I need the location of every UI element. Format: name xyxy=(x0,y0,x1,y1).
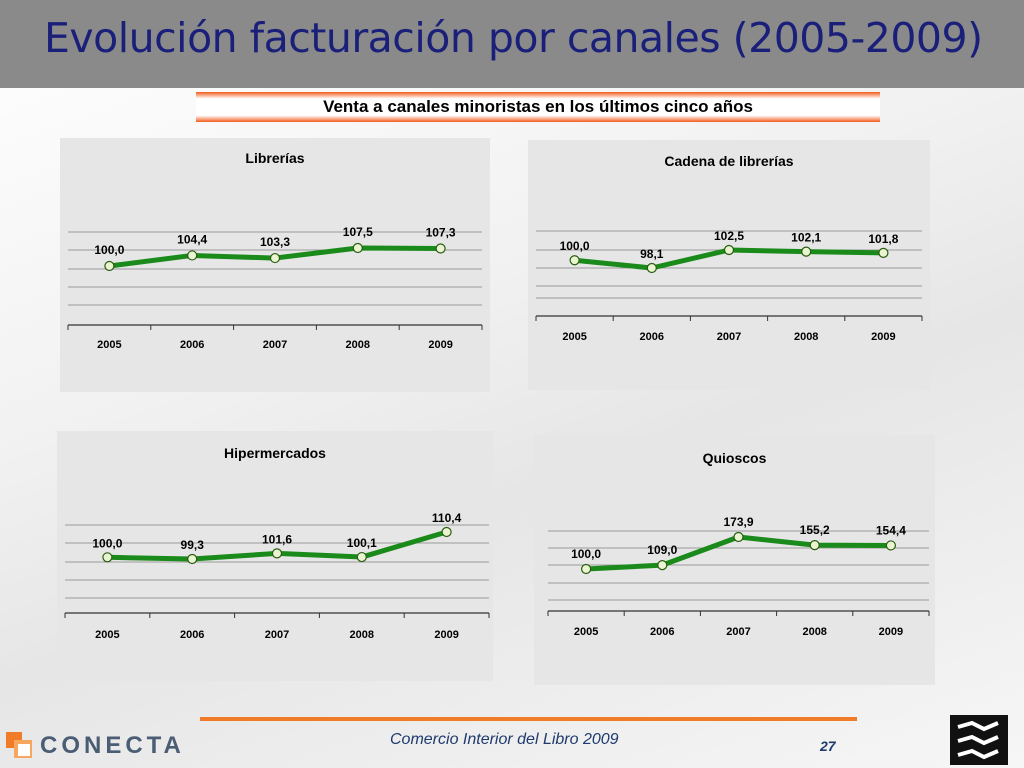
data-label: 107,3 xyxy=(426,225,456,239)
data-point xyxy=(657,560,668,571)
chart-title: Librerías xyxy=(245,150,305,166)
footer-text: Comercio Interior del Libro 2009 xyxy=(390,731,619,748)
x-tick-label: 2006 xyxy=(180,339,204,351)
data-label: 109,0 xyxy=(647,543,677,557)
data-point xyxy=(104,260,115,272)
data-label: 104,4 xyxy=(177,232,207,246)
data-label: 100,0 xyxy=(92,536,122,550)
logo-text: CONECTA xyxy=(40,732,185,759)
data-label: 154,4 xyxy=(876,523,906,537)
data-point xyxy=(885,540,896,551)
data-point xyxy=(269,252,281,264)
x-tick-label: 2005 xyxy=(574,626,598,638)
data-point xyxy=(441,526,452,538)
x-tick-label: 2008 xyxy=(350,629,374,641)
data-label: 102,1 xyxy=(791,231,821,245)
data-point xyxy=(356,551,367,563)
chart-panel-librerias: Librerías 100,0 2005 104,4 2006 103,3 2007 107… xyxy=(60,138,490,392)
x-tick-label: 2008 xyxy=(346,339,370,351)
chart-svg: 100,0 2005 109,0 2006 173,9 2007 155,2 2008 154,… xyxy=(547,515,930,638)
x-tick-label: 2008 xyxy=(794,331,818,343)
footer-divider xyxy=(200,717,857,721)
x-tick-label: 2006 xyxy=(180,629,204,641)
data-point xyxy=(809,539,820,551)
data-point xyxy=(352,242,363,254)
x-tick-label: 2009 xyxy=(871,331,895,343)
header-bar: Evolución facturación por canales (2005-… xyxy=(0,0,1024,88)
chart-title: Quioscos xyxy=(702,450,767,466)
x-tick-label: 2007 xyxy=(717,331,741,343)
chart-panel-hipermercados: Hipermercados 100,0 2005 99,3 2006 101,6 2007… xyxy=(57,431,493,681)
data-point xyxy=(580,563,592,575)
data-label: 99,3 xyxy=(181,538,205,552)
data-label: 100,0 xyxy=(560,239,590,253)
x-tick-label: 2006 xyxy=(640,331,664,343)
data-label: 100,0 xyxy=(94,243,124,257)
data-label: 103,3 xyxy=(260,235,290,249)
x-tick-label: 2007 xyxy=(265,629,289,641)
publisher-logo-icon xyxy=(950,715,1008,765)
data-label: 173,9 xyxy=(723,515,753,529)
page-title: Evolución facturación por canales (2005-… xyxy=(44,14,983,62)
data-point xyxy=(435,243,446,254)
chart-panel-cadena: Cadena de librerías 100,0 2005 98,1 2006 102… xyxy=(528,140,930,390)
data-label: 101,6 xyxy=(262,532,292,546)
x-tick-label: 2007 xyxy=(726,626,750,638)
x-tick-label: 2005 xyxy=(562,331,586,343)
chart-title: Hipermercados xyxy=(224,445,326,461)
data-point xyxy=(102,552,113,563)
data-label: 110,4 xyxy=(432,511,462,525)
data-label: 100,0 xyxy=(571,547,601,561)
conecta-logo-icon xyxy=(6,732,32,758)
x-tick-label: 2006 xyxy=(650,626,674,638)
data-label: 101,8 xyxy=(868,232,898,246)
data-point xyxy=(733,531,744,543)
data-label: 107,5 xyxy=(343,225,373,239)
chart-svg: 100,0 2005 98,1 2006 102,5 2007 102,1 2008 101,8… xyxy=(535,229,923,343)
data-point xyxy=(187,553,198,565)
subtitle-banner: Venta a canales minoristas en los último… xyxy=(196,92,880,122)
data-label: 102,5 xyxy=(714,229,744,243)
subtitle-text: Venta a canales minoristas en los último… xyxy=(323,97,753,116)
data-point xyxy=(878,247,889,258)
data-point xyxy=(271,548,283,559)
data-label: 155,2 xyxy=(800,523,830,537)
x-tick-label: 2008 xyxy=(802,626,826,638)
data-point xyxy=(187,250,198,261)
x-tick-label: 2005 xyxy=(97,339,121,351)
page-number: 27 xyxy=(820,738,836,754)
x-tick-label: 2009 xyxy=(879,626,903,638)
x-tick-label: 2009 xyxy=(434,629,458,641)
data-label: 100,1 xyxy=(347,536,377,550)
chart-svg: 100,0 2005 104,4 2006 103,3 2007 107,5 2008 107,… xyxy=(67,225,483,351)
data-label: 98,1 xyxy=(640,247,664,261)
chart-svg: 100,0 2005 99,3 2006 101,6 2007 100,1 2008 110,4… xyxy=(64,511,490,641)
data-point xyxy=(569,255,580,266)
x-tick-label: 2005 xyxy=(95,629,119,641)
chart-panel-quioscos: Quioscos 100,0 2005 109,0 2006 173,9 2007 155,… xyxy=(534,435,935,685)
data-point xyxy=(801,246,812,257)
x-tick-label: 2009 xyxy=(428,339,452,351)
chart-title: Cadena de librerías xyxy=(664,153,794,169)
data-point xyxy=(646,262,657,274)
x-tick-label: 2007 xyxy=(263,339,287,351)
data-point xyxy=(723,244,735,256)
